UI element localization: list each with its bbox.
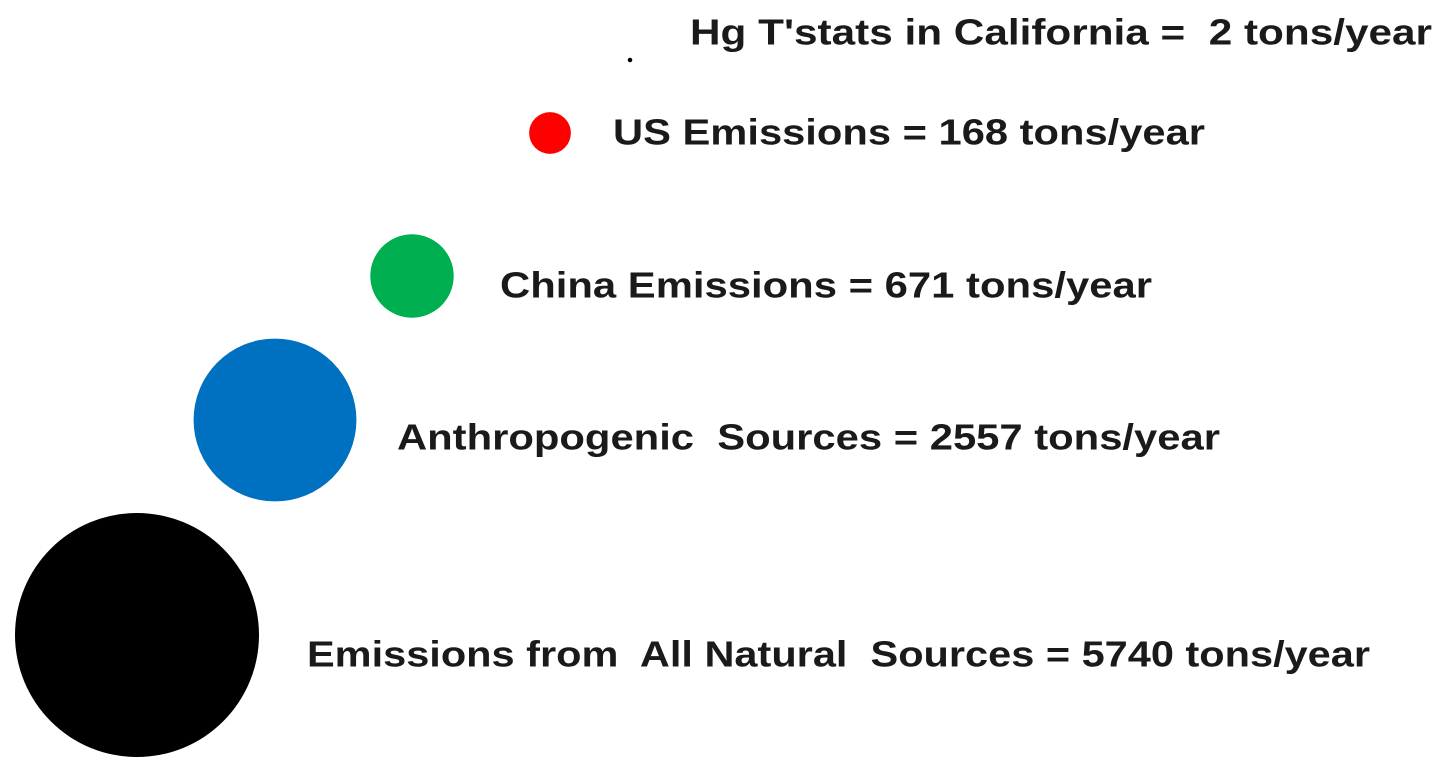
bubble xyxy=(193,338,357,502)
bubble-label: Hg T'stats in California = 2 tons/year xyxy=(690,12,1432,53)
bubble-label: Emissions from All Natural Sources = 574… xyxy=(307,634,1370,675)
bubble xyxy=(627,57,633,63)
bubble xyxy=(529,112,571,154)
bubble-label: Anthropogenic Sources = 2557 tons/year xyxy=(397,417,1220,458)
bubble-label: China Emissions = 671 tons/year xyxy=(500,265,1152,306)
bubble xyxy=(15,513,259,757)
bubble xyxy=(370,234,454,318)
bubble-label: US Emissions = 168 tons/year xyxy=(613,112,1205,153)
